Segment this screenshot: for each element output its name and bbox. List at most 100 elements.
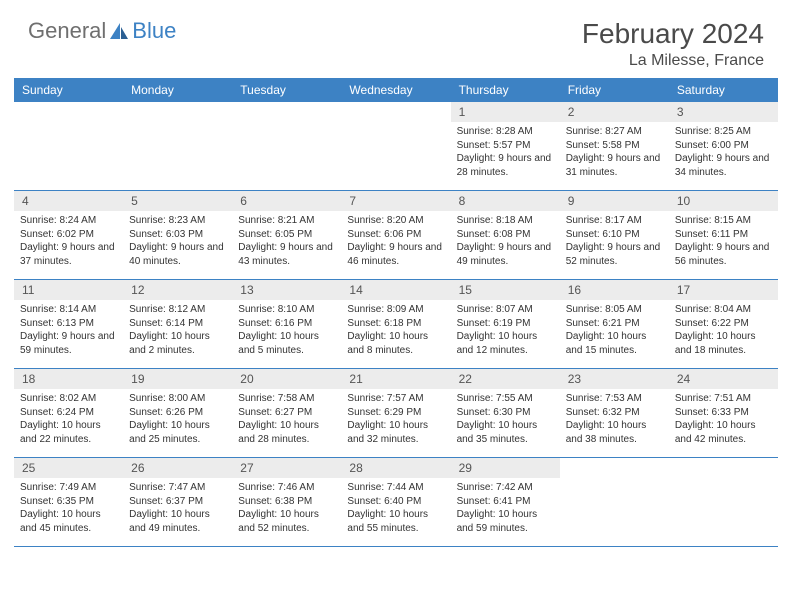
calendar-cell: 27Sunrise: 7:46 AMSunset: 6:38 PMDayligh…: [232, 458, 341, 546]
daylight-text: Daylight: 10 hours and 25 minutes.: [129, 419, 226, 446]
calendar-cell: 10Sunrise: 8:15 AMSunset: 6:11 PMDayligh…: [669, 191, 778, 279]
sunset-text: Sunset: 6:35 PM: [20, 495, 117, 509]
day-number: 15: [451, 280, 560, 300]
day-number: 6: [232, 191, 341, 211]
daylight-text: Daylight: 9 hours and 59 minutes.: [20, 330, 117, 357]
sail-icon: [108, 21, 130, 41]
location-label: La Milesse, France: [582, 52, 764, 70]
brand-logo: General Blue: [28, 18, 176, 44]
sunset-text: Sunset: 6:18 PM: [347, 317, 444, 331]
day-number: 28: [341, 458, 450, 478]
day-number: 25: [14, 458, 123, 478]
day-number: 12: [123, 280, 232, 300]
sunrise-text: Sunrise: 7:55 AM: [457, 392, 554, 406]
calendar-cell: 3Sunrise: 8:25 AMSunset: 6:00 PMDaylight…: [669, 102, 778, 190]
calendar-cell: 20Sunrise: 7:58 AMSunset: 6:27 PMDayligh…: [232, 369, 341, 457]
sunrise-text: Sunrise: 8:24 AM: [20, 214, 117, 228]
calendar-cell: 2Sunrise: 8:27 AMSunset: 5:58 PMDaylight…: [560, 102, 669, 190]
sunrise-text: Sunrise: 7:53 AM: [566, 392, 663, 406]
sunrise-text: Sunrise: 8:02 AM: [20, 392, 117, 406]
calendar-cell: 9Sunrise: 8:17 AMSunset: 6:10 PMDaylight…: [560, 191, 669, 279]
sunset-text: Sunset: 6:29 PM: [347, 406, 444, 420]
calendar: Sunday Monday Tuesday Wednesday Thursday…: [0, 78, 792, 547]
sunrise-text: Sunrise: 7:47 AM: [129, 481, 226, 495]
sunrise-text: Sunrise: 8:25 AM: [675, 125, 772, 139]
sunrise-text: Sunrise: 8:07 AM: [457, 303, 554, 317]
daylight-text: Daylight: 10 hours and 18 minutes.: [675, 330, 772, 357]
dow-friday: Friday: [560, 78, 669, 102]
daylight-text: Daylight: 10 hours and 59 minutes.: [457, 508, 554, 535]
sunset-text: Sunset: 6:38 PM: [238, 495, 335, 509]
day-number: 29: [451, 458, 560, 478]
calendar-cell: 13Sunrise: 8:10 AMSunset: 6:16 PMDayligh…: [232, 280, 341, 368]
brand-text-general: General: [28, 18, 106, 44]
day-number: 8: [451, 191, 560, 211]
calendar-cell: 23Sunrise: 7:53 AMSunset: 6:32 PMDayligh…: [560, 369, 669, 457]
calendar-cell: [232, 102, 341, 190]
sunrise-text: Sunrise: 8:18 AM: [457, 214, 554, 228]
calendar-cell: 12Sunrise: 8:12 AMSunset: 6:14 PMDayligh…: [123, 280, 232, 368]
calendar-cell: [669, 458, 778, 546]
day-number: 5: [123, 191, 232, 211]
calendar-cell: [14, 102, 123, 190]
sunset-text: Sunset: 6:06 PM: [347, 228, 444, 242]
month-title: February 2024: [582, 18, 764, 50]
daylight-text: Daylight: 9 hours and 37 minutes.: [20, 241, 117, 268]
sunset-text: Sunset: 6:41 PM: [457, 495, 554, 509]
day-number: 22: [451, 369, 560, 389]
day-number: 20: [232, 369, 341, 389]
daylight-text: Daylight: 10 hours and 8 minutes.: [347, 330, 444, 357]
daylight-text: Daylight: 10 hours and 55 minutes.: [347, 508, 444, 535]
sunset-text: Sunset: 6:10 PM: [566, 228, 663, 242]
dow-saturday: Saturday: [669, 78, 778, 102]
calendar-cell: 5 Sunrise: 8:23 AMSunset: 6:03 PMDaylight…: [123, 191, 232, 279]
sunset-text: Sunset: 5:57 PM: [457, 139, 554, 153]
sunset-text: Sunset: 6:16 PM: [238, 317, 335, 331]
sunset-text: Sunset: 6:11 PM: [675, 228, 772, 242]
daylight-text: Daylight: 9 hours and 28 minutes.: [457, 152, 554, 179]
daylight-text: Daylight: 9 hours and 52 minutes.: [566, 241, 663, 268]
dow-wednesday: Wednesday: [341, 78, 450, 102]
calendar-cell: 15Sunrise: 8:07 AMSunset: 6:19 PMDayligh…: [451, 280, 560, 368]
day-number: 23: [560, 369, 669, 389]
sunset-text: Sunset: 6:19 PM: [457, 317, 554, 331]
calendar-week: 18 Sunrise: 8:02 AMSunset: 6:24 PM Dayligh…: [14, 369, 778, 458]
daylight-text: Daylight: 9 hours and 46 minutes.: [347, 241, 444, 268]
sunrise-text: Sunrise: 8:12 AM: [129, 303, 226, 317]
sunrise-text: Sunrise: 8:23 AM: [129, 214, 226, 228]
sunrise-text: Sunrise: 7:57 AM: [347, 392, 444, 406]
day-number: 13: [232, 280, 341, 300]
day-number: 18: [14, 369, 123, 389]
daylight-text: Daylight: 9 hours and 40 minutes.: [129, 241, 226, 268]
calendar-cell: 6Sunrise: 8:21 AMSunset: 6:05 PMDaylight…: [232, 191, 341, 279]
sunrise-text: Sunrise: 8:20 AM: [347, 214, 444, 228]
calendar-cell: 26Sunrise: 7:47 AMSunset: 6:37 PMDayligh…: [123, 458, 232, 546]
calendar-week: 4Sunrise: 8:24 AMSunset: 6:02 PMDaylight…: [14, 191, 778, 280]
sunset-text: Sunset: 6:24 PM: [20, 406, 117, 420]
calendar-cell: [560, 458, 669, 546]
calendar-cell: 21Sunrise: 7:57 AMSunset: 6:29 PMDayligh…: [341, 369, 450, 457]
dow-thursday: Thursday: [451, 78, 560, 102]
sunrise-text: Sunrise: 8:00 AM: [129, 392, 226, 406]
calendar-cell: 14Sunrise: 8:09 AMSunset: 6:18 PMDayligh…: [341, 280, 450, 368]
daylight-text: Daylight: 10 hours and 45 minutes.: [20, 508, 117, 535]
day-number: 7: [341, 191, 450, 211]
calendar-cell: 22Sunrise: 7:55 AMSunset: 6:30 PMDayligh…: [451, 369, 560, 457]
day-number: 14: [341, 280, 450, 300]
daylight-text: Daylight: 9 hours and 34 minutes.: [675, 152, 772, 179]
sunset-text: Sunset: 6:21 PM: [566, 317, 663, 331]
calendar-cell: 4Sunrise: 8:24 AMSunset: 6:02 PMDaylight…: [14, 191, 123, 279]
sunrise-text: Sunrise: 8:14 AM: [20, 303, 117, 317]
daylight-text: Daylight: 9 hours and 43 minutes.: [238, 241, 335, 268]
sunset-text: Sunset: 6:08 PM: [457, 228, 554, 242]
day-number: 27: [232, 458, 341, 478]
calendar-cell: 18Sunrise: 8:02 AMSunset: 6:24 PMDayligh…: [14, 369, 123, 457]
brand-text-blue: Blue: [132, 18, 176, 44]
sunset-text: Sunset: 6:03 PM: [129, 228, 226, 242]
sunset-text: Sunset: 6:05 PM: [238, 228, 335, 242]
sunset-text: Sunset: 6:32 PM: [566, 406, 663, 420]
day-number: 17: [669, 280, 778, 300]
sunrise-text: Sunrise: 8:15 AM: [675, 214, 772, 228]
sunset-text: Sunset: 6:00 PM: [675, 139, 772, 153]
day-number: 26: [123, 458, 232, 478]
